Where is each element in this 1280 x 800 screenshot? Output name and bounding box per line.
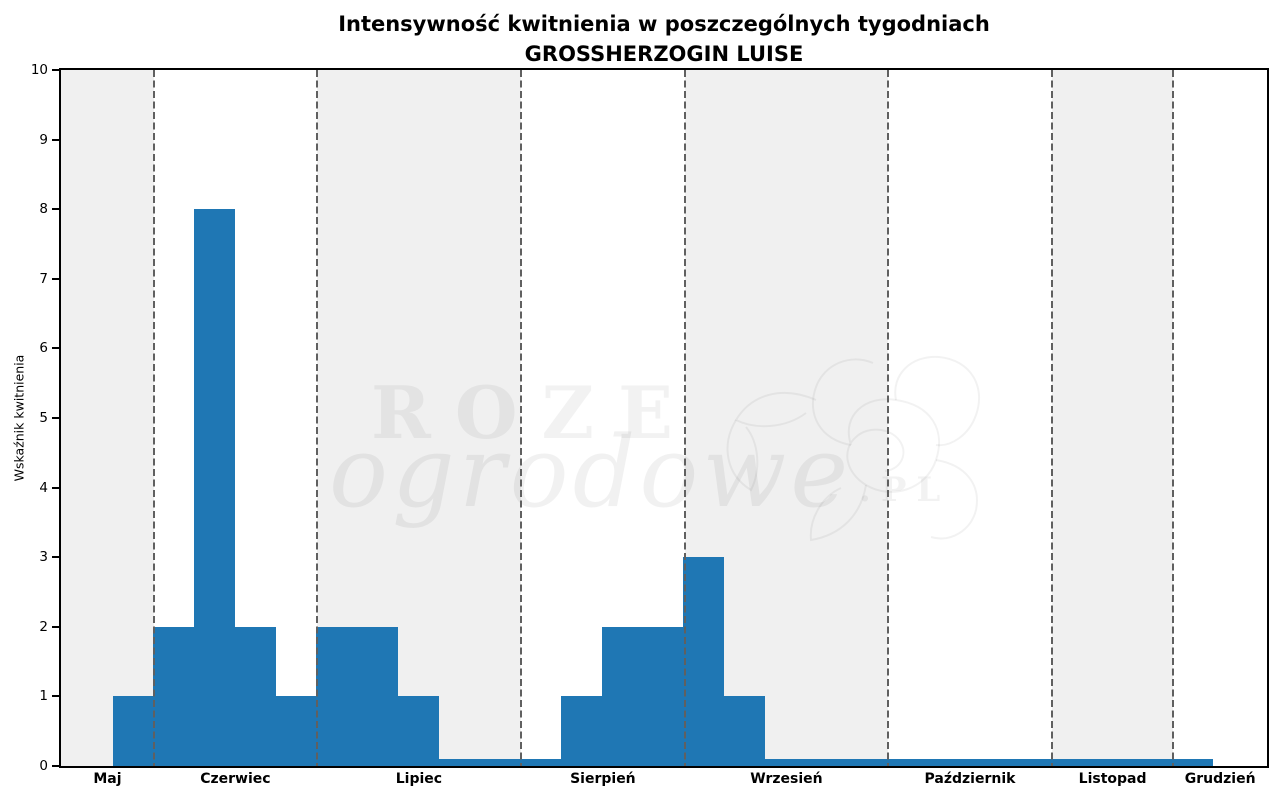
y-tick <box>52 486 60 489</box>
y-tick <box>52 417 60 419</box>
month-divider-line <box>887 70 890 766</box>
bar-week-16 <box>724 696 765 766</box>
y-tick <box>52 208 60 211</box>
bar-week-26 <box>1131 759 1172 766</box>
watermark-rose-sketch-icon <box>726 355 981 542</box>
month-divider-line <box>519 70 522 766</box>
y-tick <box>52 347 60 350</box>
bar-week-13 <box>602 627 642 766</box>
y-tick <box>52 277 60 280</box>
y-tick <box>52 625 60 628</box>
y-tick-label: 0 <box>39 758 48 774</box>
month-divider-line <box>152 70 155 766</box>
month-label-grudzień: Grudzień <box>1184 771 1256 787</box>
chart-title-line1: Intensywność kwitnienia w poszczególnych… <box>338 12 990 36</box>
bar-week-11 <box>520 759 561 766</box>
y-tick-label: 1 <box>39 688 48 705</box>
bar-week-3 <box>194 209 235 766</box>
bar-week-22 <box>968 759 1009 766</box>
bar-week-24 <box>1050 759 1091 766</box>
bar-week-20 <box>887 759 928 766</box>
month-band <box>61 70 154 766</box>
month-divider-line <box>1050 70 1053 766</box>
y-tick-label: 5 <box>39 410 48 426</box>
bar-week-27 <box>1172 759 1213 766</box>
bar-week-9 <box>439 759 479 766</box>
y-tick <box>52 695 60 698</box>
bar-week-23 <box>1009 759 1050 766</box>
y-tick-label: 4 <box>39 479 48 496</box>
bar-week-8 <box>398 696 439 766</box>
month-label-czerwiec: Czerwiec <box>200 771 271 787</box>
y-tick-label: 3 <box>39 549 48 566</box>
y-tick <box>52 765 60 767</box>
y-tick-label: 8 <box>39 201 48 218</box>
y-tick-label: 9 <box>39 131 48 148</box>
y-tick <box>52 69 60 71</box>
bar-week-7 <box>357 627 398 766</box>
month-divider-line <box>315 70 318 766</box>
y-tick-label: 10 <box>30 62 48 78</box>
bar-week-5 <box>276 696 316 766</box>
month-label-październik: Październik <box>924 771 1016 787</box>
bar-week-6 <box>316 627 357 766</box>
month-label-lipiec: Lipiec <box>395 771 443 787</box>
month-label-maj: Maj <box>93 771 122 787</box>
bar-week-15 <box>683 557 724 766</box>
y-tick-label: 7 <box>39 270 48 287</box>
month-divider-line <box>1172 70 1175 766</box>
y-tick-label: 6 <box>39 340 48 357</box>
bar-week-4 <box>235 627 276 766</box>
bar-week-17 <box>765 759 805 766</box>
month-divider-line <box>683 70 686 766</box>
bar-week-14 <box>642 627 683 766</box>
month-band <box>1051 70 1174 766</box>
chart-title-line2: GROSSHERZOGIN LUISE <box>524 42 804 66</box>
month-label-wrzesień: Wrzesień <box>750 771 823 787</box>
month-label-listopad: Listopad <box>1078 771 1147 787</box>
bar-week-25 <box>1091 759 1131 766</box>
bar-week-10 <box>479 759 520 766</box>
chart-title: Intensywność kwitnienia w poszczególnych… <box>61 9 1267 69</box>
bar-week-21 <box>928 759 968 766</box>
y-tick <box>52 138 60 141</box>
bar-week-18 <box>805 759 846 766</box>
bar-week-2 <box>153 627 194 766</box>
bar-week-12 <box>561 696 602 766</box>
y-tick <box>52 556 60 559</box>
plot-area: ROZE ogrodowe .PL <box>61 70 1267 766</box>
bar-week-1 <box>113 696 153 766</box>
y-tick-label: 2 <box>39 618 48 635</box>
month-label-sierpień: Sierpień <box>570 771 636 787</box>
bar-week-19 <box>846 759 887 766</box>
